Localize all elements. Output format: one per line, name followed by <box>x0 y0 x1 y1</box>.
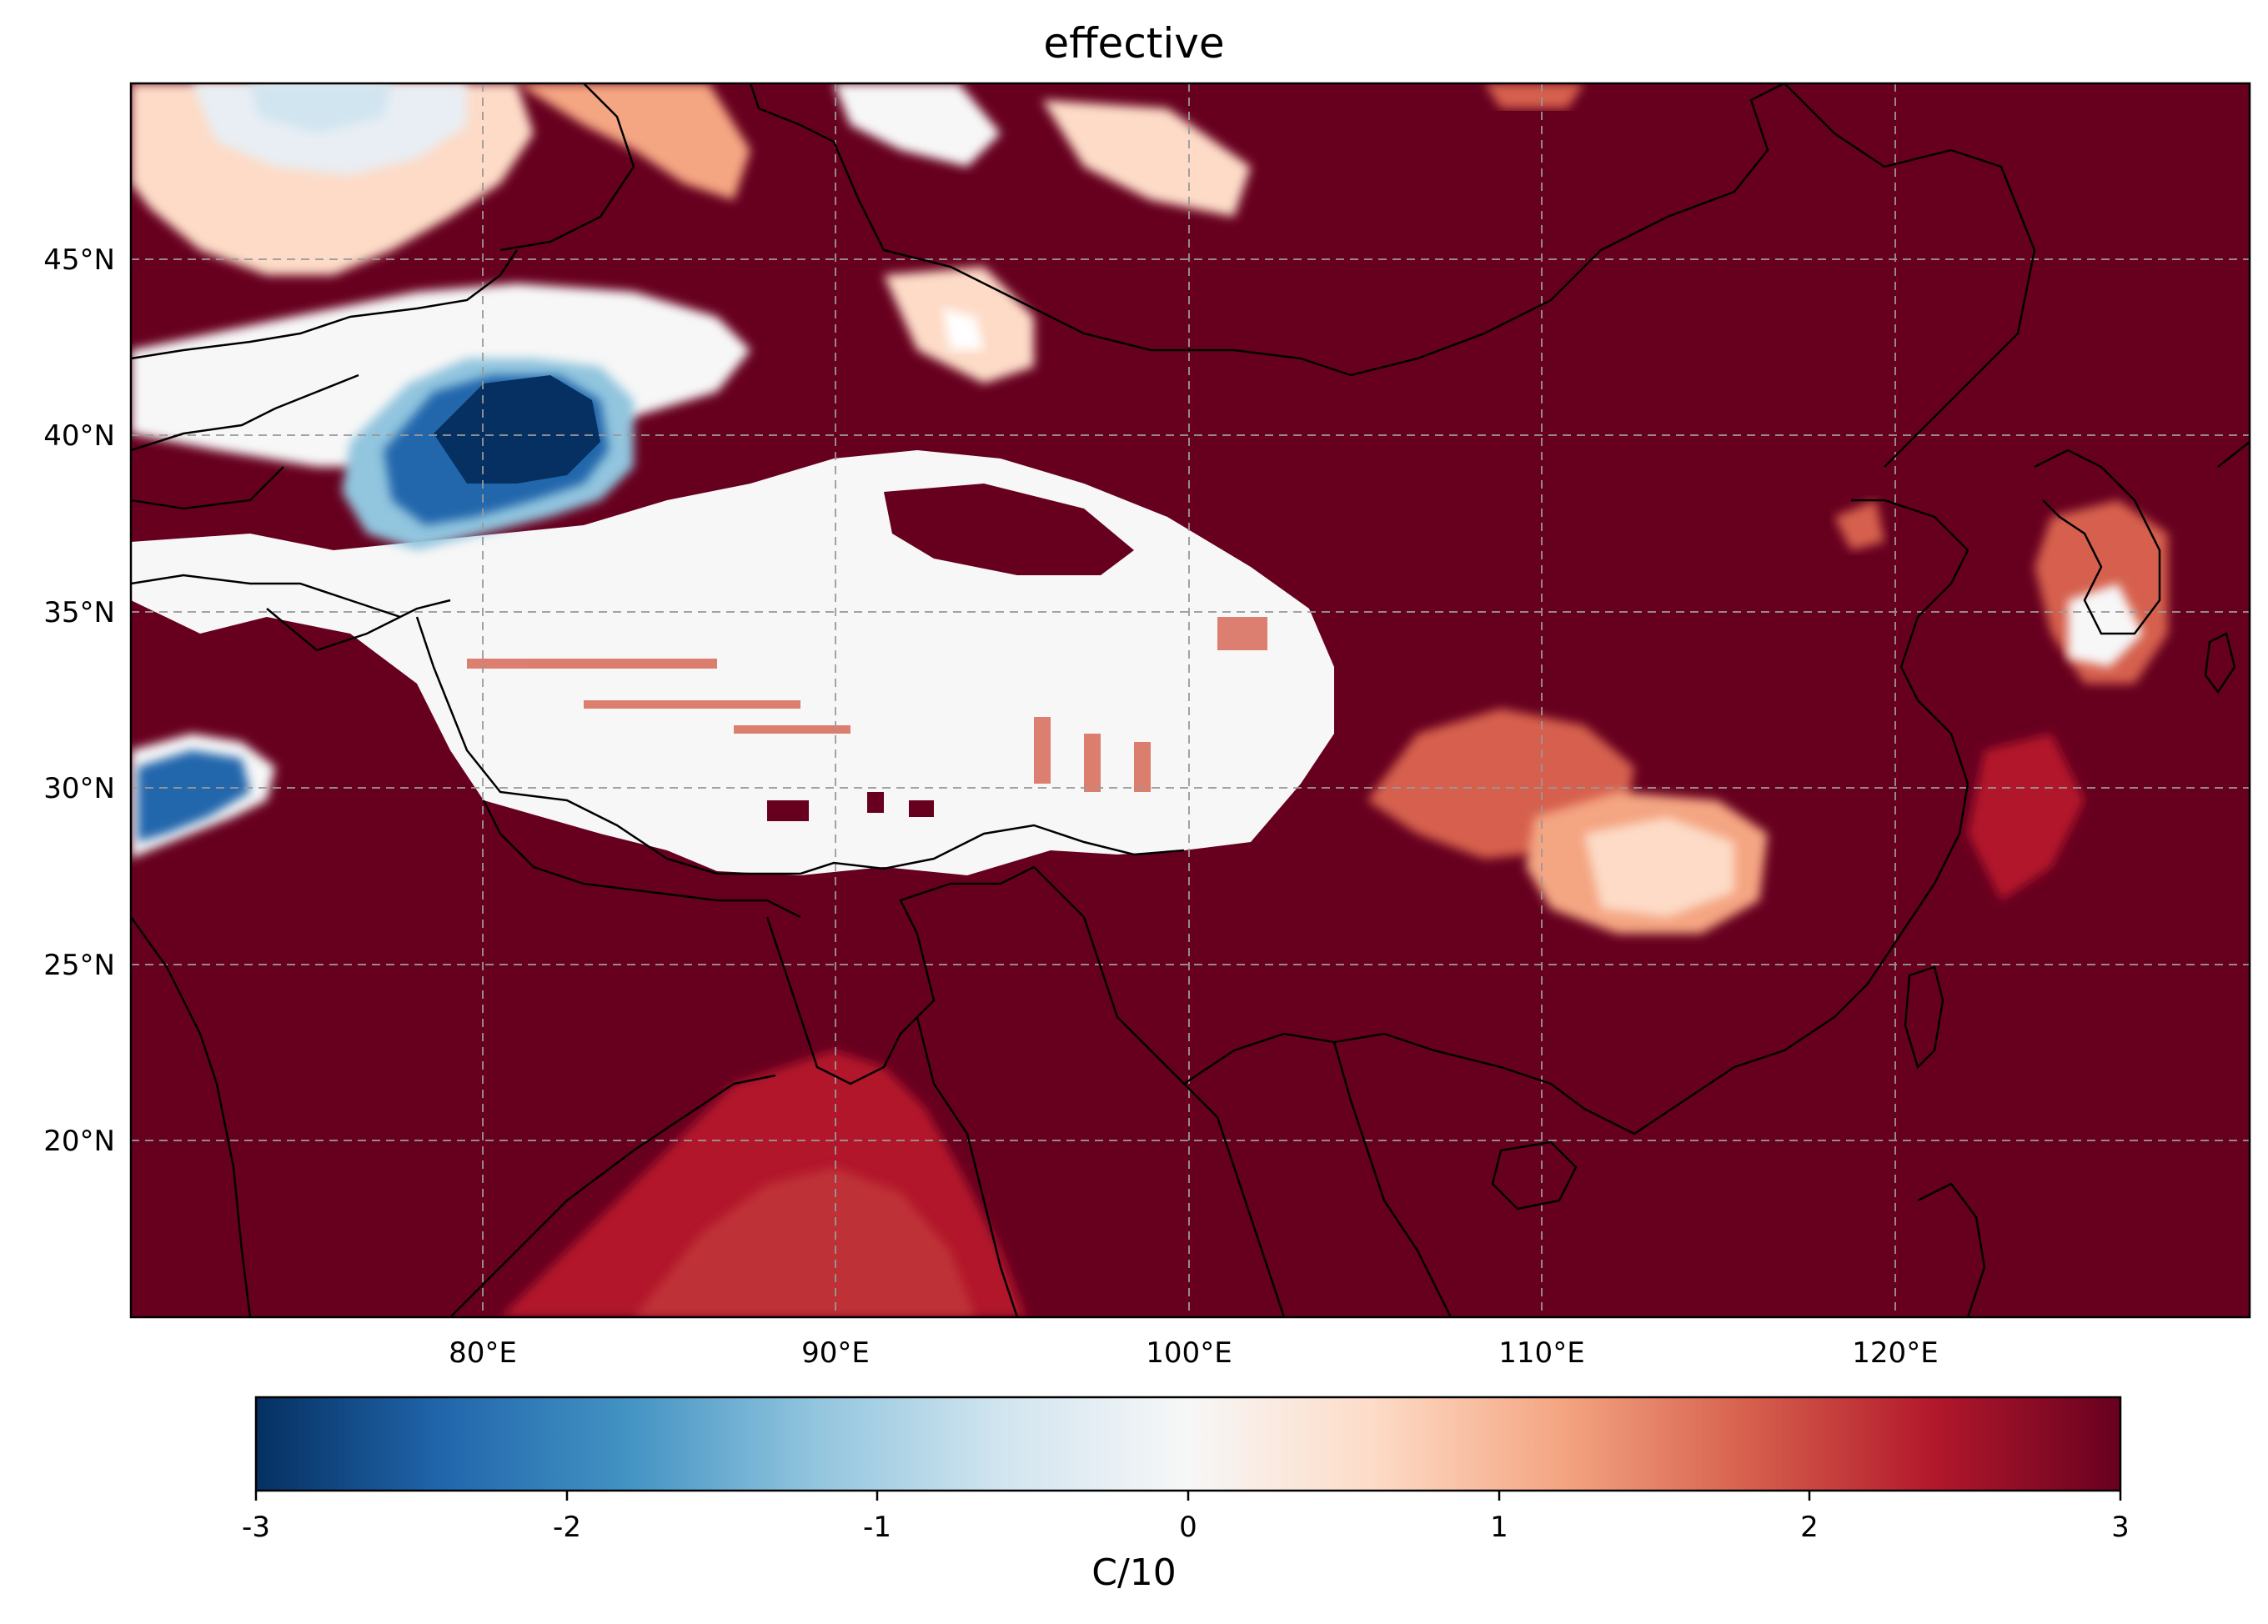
colorbar-label: C/10 <box>1091 1551 1177 1594</box>
colorbar <box>254 1396 2122 1492</box>
colorbar-tick-label: 1 <box>1490 1511 1508 1544</box>
lon-label-120: 120°E <box>1852 1336 1938 1370</box>
lat-label-45: 45°N <box>43 243 115 277</box>
colorbar-ticks <box>254 1491 2122 1501</box>
colorbar-tick-label: -3 <box>242 1511 270 1544</box>
colorbar-tick-label: 0 <box>1179 1511 1197 1544</box>
coastlines-borders <box>131 83 2250 1317</box>
colorbar-tick-labels: -3 -2 -1 0 1 2 3 <box>242 1511 2130 1544</box>
colorbar-tick-label: 3 <box>2111 1511 2130 1544</box>
map-title: effective <box>1043 19 1225 68</box>
longitude-tick-labels: 80°E 90°E 100°E 110°E 120°E <box>449 1336 1939 1370</box>
latitude-tick-labels: 45°N 40°N 35°N 30°N 25°N 20°N <box>43 243 115 1158</box>
colorbar-tick-label: -1 <box>863 1511 891 1544</box>
lat-label-20: 20°N <box>43 1125 115 1158</box>
lon-label-90: 90°E <box>801 1336 870 1370</box>
lat-label-35: 35°N <box>43 596 115 629</box>
lat-label-40: 40°N <box>43 419 115 453</box>
lat-label-25: 25°N <box>43 949 115 982</box>
colorbar-tick-label: 2 <box>1800 1511 1819 1544</box>
colorbar-tick-label: -2 <box>553 1511 581 1544</box>
temperature-field <box>131 83 2250 1317</box>
map-frame <box>129 82 2251 1319</box>
lon-label-100: 100°E <box>1146 1336 1232 1370</box>
gridlines <box>131 83 2250 1317</box>
lon-label-110: 110°E <box>1498 1336 1584 1370</box>
lon-label-80: 80°E <box>449 1336 517 1370</box>
lat-label-30: 30°N <box>43 772 115 805</box>
